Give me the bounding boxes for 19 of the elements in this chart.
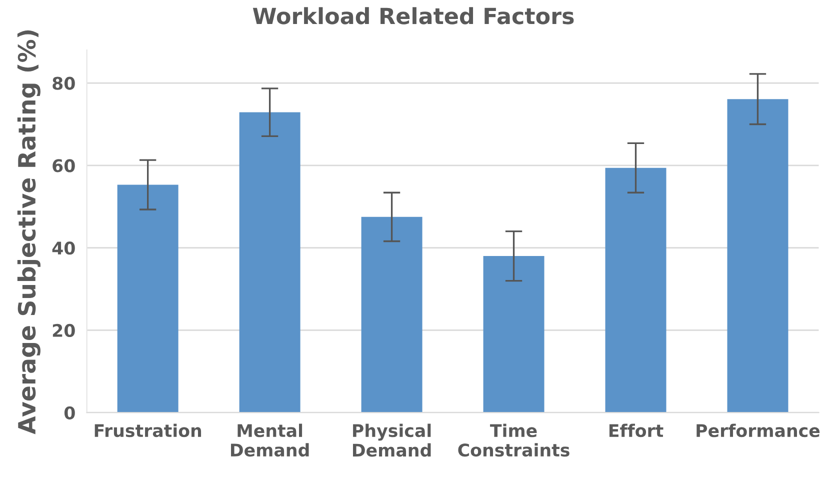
x-tick-label: Mental Demand: [231, 424, 309, 457]
x-tick-label: Time Constraints: [458, 424, 570, 457]
bar: [361, 216, 422, 413]
chart-title: Workload Related Factors: [252, 7, 574, 24]
bar: [117, 184, 178, 413]
x-tick-label: Frustration: [94, 424, 202, 438]
y-tick-label: 0: [64, 406, 75, 420]
bar: [727, 99, 788, 413]
bar: [605, 168, 666, 413]
x-tick-label: Physical Demand: [352, 424, 431, 457]
x-tick-label: Effort: [609, 424, 664, 438]
y-tick-label: 20: [52, 324, 75, 338]
y-tick-label: 60: [52, 159, 75, 172]
bar: [239, 112, 300, 413]
y-tick-label: 40: [52, 242, 75, 255]
y-tick-label: 80: [52, 76, 75, 90]
bar: [483, 256, 544, 413]
y-axis-title: Average Subjective Rating (%): [17, 30, 40, 434]
x-tick-label: Performance: [696, 424, 820, 438]
